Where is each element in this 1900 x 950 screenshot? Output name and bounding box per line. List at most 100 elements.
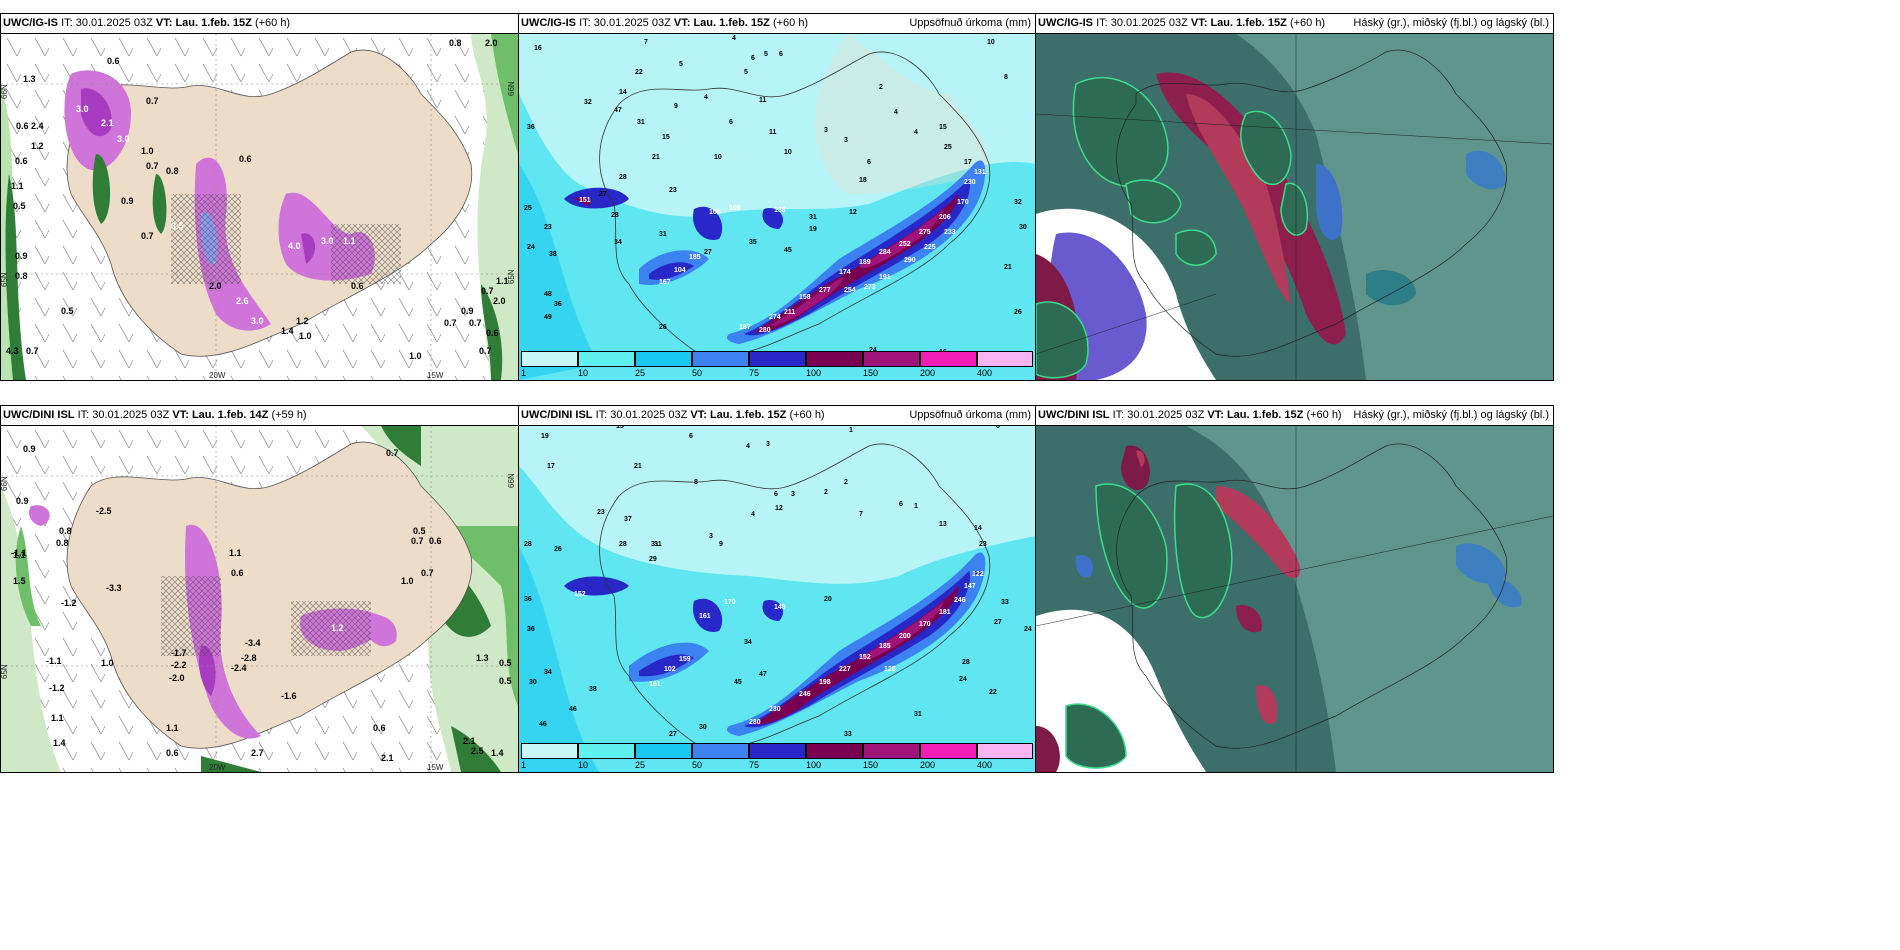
vt-value: Lau. 1.feb. 15Z — [175, 17, 252, 29]
svg-text:-1.2: -1.2 — [49, 683, 65, 693]
svg-text:128: 128 — [884, 666, 896, 673]
map-clouds-bottom — [1036, 426, 1553, 772]
svg-text:246: 246 — [954, 597, 966, 604]
svg-text:280: 280 — [749, 719, 761, 726]
svg-text:36: 36 — [527, 124, 535, 131]
svg-text:28: 28 — [619, 174, 627, 181]
svg-text:14: 14 — [974, 525, 982, 532]
vt-label: VT: — [155, 17, 173, 29]
svg-text:31: 31 — [659, 231, 667, 238]
svg-text:0.7: 0.7 — [26, 346, 39, 356]
svg-text:10: 10 — [784, 149, 792, 156]
cb-swatch — [578, 743, 635, 759]
svg-text:2.1: 2.1 — [381, 753, 394, 763]
svg-text:15: 15 — [616, 426, 624, 430]
svg-text:23: 23 — [597, 509, 605, 516]
it-label: IT: — [1096, 17, 1108, 29]
svg-text:1.3: 1.3 — [23, 74, 36, 84]
svg-text:-2.5: -2.5 — [96, 506, 112, 516]
cloud-map-svg — [1036, 426, 1553, 772]
svg-text:36: 36 — [527, 626, 535, 633]
svg-text:274: 274 — [769, 314, 781, 321]
svg-text:3.0: 3.0 — [251, 316, 264, 326]
svg-text:108: 108 — [729, 205, 741, 212]
svg-text:28: 28 — [962, 659, 970, 666]
svg-text:31: 31 — [809, 214, 817, 221]
svg-text:20: 20 — [824, 596, 832, 603]
cb-swatch — [692, 743, 749, 759]
svg-text:24: 24 — [869, 347, 877, 354]
lead-time: (+60 h) — [789, 409, 825, 421]
svg-text:2.5: 2.5 — [471, 746, 484, 756]
svg-text:-2.4: -2.4 — [231, 663, 247, 673]
svg-text:33: 33 — [1001, 599, 1009, 606]
svg-text:33: 33 — [974, 571, 982, 578]
svg-text:6: 6 — [867, 159, 871, 166]
map-wind-bottom: 0.9 0.7 -2.5 1.1 0.9 0.8 -1.1 1.5 0.6 0.… — [1, 426, 518, 772]
svg-text:30: 30 — [1019, 224, 1027, 231]
svg-text:206: 206 — [939, 214, 951, 221]
svg-text:138: 138 — [774, 207, 786, 214]
wind-map-svg: 0.8 2.0 0.6 1.3 3.0 2.1 3.0 0.7 0.6 1.2 … — [1, 34, 518, 380]
lead-time: (+60 h) — [1289, 17, 1326, 29]
svg-text:26: 26 — [1014, 309, 1022, 316]
cb-swatch — [749, 351, 806, 367]
svg-text:158: 158 — [799, 294, 811, 301]
svg-text:1.1: 1.1 — [229, 548, 242, 558]
it-value: 30.01.2025 03Z — [75, 17, 153, 29]
model-name: UWC/DINI ISL — [3, 409, 75, 421]
svg-text:1.1: 1.1 — [11, 181, 24, 191]
svg-text:4: 4 — [746, 443, 750, 450]
svg-text:2: 2 — [824, 489, 828, 496]
it-label: IT: — [77, 409, 90, 421]
panel-header: UWC/IG-IS IT: 30.01.2025 03Z VT: Lau. 1.… — [1036, 14, 1553, 34]
svg-text:0.9: 0.9 — [15, 251, 28, 261]
svg-text:1.1: 1.1 — [343, 236, 356, 246]
svg-text:102: 102 — [664, 666, 676, 673]
svg-text:0.5: 0.5 — [61, 306, 74, 316]
svg-text:1.5: 1.5 — [13, 576, 26, 586]
cb-swatch — [635, 743, 692, 759]
svg-text:12: 12 — [849, 209, 857, 216]
svg-text:66N: 66N — [1, 476, 9, 491]
svg-text:2.4: 2.4 — [31, 121, 44, 131]
svg-text:1.0: 1.0 — [409, 351, 422, 361]
svg-text:-3.3: -3.3 — [106, 583, 122, 593]
svg-text:167: 167 — [659, 279, 671, 286]
svg-text:32: 32 — [584, 99, 592, 106]
svg-text:65N: 65N — [507, 269, 516, 284]
svg-text:1: 1 — [914, 503, 918, 510]
svg-text:0.8: 0.8 — [166, 166, 179, 176]
it-label: IT: — [1112, 409, 1125, 421]
it-label: IT: — [595, 409, 608, 421]
cb-tick: 25 — [635, 368, 646, 378]
svg-text:6: 6 — [751, 55, 755, 62]
svg-text:161: 161 — [649, 681, 661, 688]
svg-text:30: 30 — [699, 724, 707, 731]
svg-text:5: 5 — [744, 69, 748, 76]
svg-text:24: 24 — [527, 244, 535, 251]
svg-text:45: 45 — [784, 247, 792, 254]
svg-text:38: 38 — [589, 686, 597, 693]
svg-text:0.7: 0.7 — [146, 96, 159, 106]
svg-text:104: 104 — [674, 267, 686, 274]
svg-text:31: 31 — [651, 541, 659, 548]
svg-text:0.6: 0.6 — [107, 56, 120, 66]
cb-tick: 50 — [692, 760, 703, 770]
svg-text:11: 11 — [769, 129, 777, 136]
svg-text:225: 225 — [924, 244, 936, 251]
cb-tick: 1 — [521, 760, 527, 770]
field-title: Háský (gr.), miðský (fj.bl.) og lágský (… — [1353, 17, 1549, 29]
svg-text:49: 49 — [544, 314, 552, 321]
svg-text:-2.0: -2.0 — [169, 673, 185, 683]
svg-text:21: 21 — [652, 154, 660, 161]
svg-text:-1.1: -1.1 — [11, 548, 27, 558]
svg-text:6: 6 — [996, 426, 1000, 430]
svg-text:23: 23 — [669, 187, 677, 194]
svg-text:35: 35 — [749, 239, 757, 246]
svg-text:152: 152 — [859, 654, 871, 661]
svg-text:2.7: 2.7 — [251, 748, 264, 758]
svg-text:0.7: 0.7 — [481, 286, 494, 296]
cb-tick: 200 — [920, 368, 936, 378]
svg-text:31: 31 — [637, 119, 645, 126]
